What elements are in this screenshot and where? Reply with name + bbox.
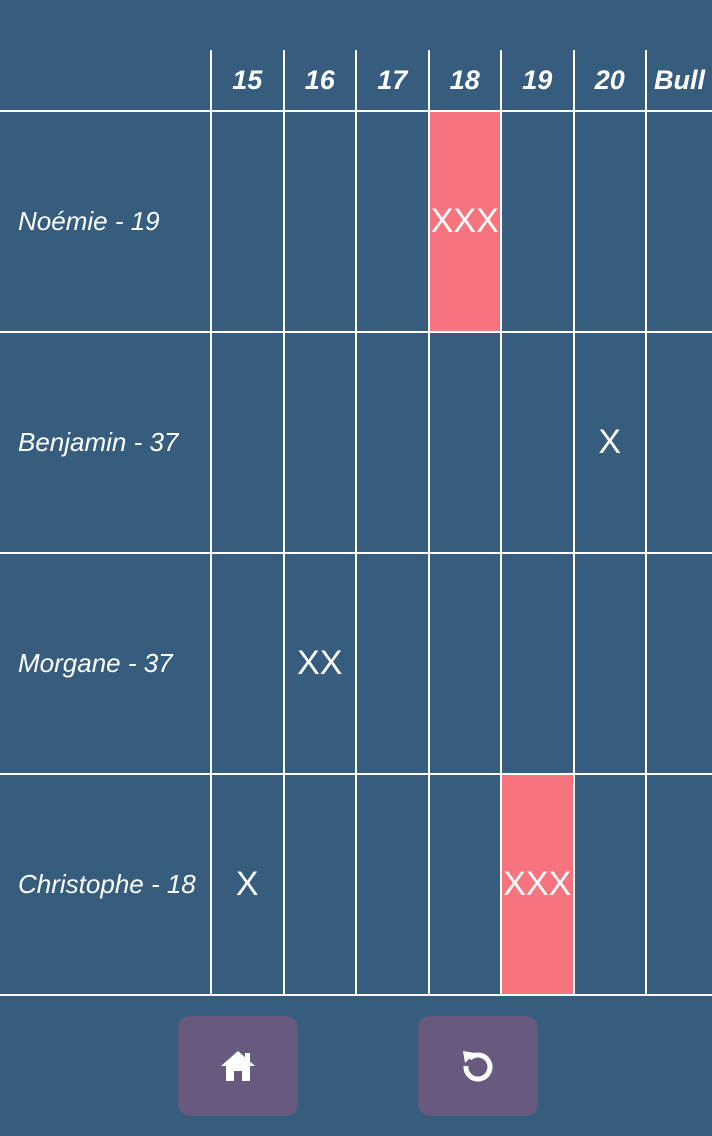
mark-cell[interactable] [355, 332, 429, 554]
home-icon [221, 1051, 255, 1081]
mark-cell[interactable] [355, 111, 429, 333]
mark-cell[interactable] [500, 111, 574, 333]
mark-cell[interactable] [572, 111, 646, 333]
column-header-19: 19 [500, 50, 574, 112]
column-header-15: 15 [210, 50, 284, 112]
footer-toolbar [0, 1016, 712, 1116]
player-name: Benjamin - 37 [0, 332, 211, 554]
mark-cell[interactable] [645, 111, 712, 333]
player-name: Christophe - 18 [0, 774, 211, 996]
player-row: Morgane - 37 XX [0, 553, 712, 775]
player-row: Christophe - 18 X XXX [0, 774, 712, 996]
mark-cell[interactable] [427, 774, 501, 996]
undo-button[interactable] [418, 1016, 538, 1116]
column-header-18: 18 [427, 50, 501, 112]
home-button[interactable] [178, 1016, 298, 1116]
mark-cell[interactable] [427, 332, 501, 554]
mark-cell[interactable]: X [210, 774, 284, 996]
mark-cell[interactable] [355, 553, 429, 775]
mark-cell[interactable] [645, 553, 712, 775]
mark-cell[interactable] [282, 332, 356, 554]
mark-cell[interactable]: XX [282, 553, 356, 775]
column-header-17: 17 [355, 50, 429, 112]
mark-cell[interactable] [500, 332, 574, 554]
mark-cell[interactable]: X [572, 332, 646, 554]
mark-cell[interactable]: XXX [500, 774, 574, 996]
mark-cell[interactable] [355, 774, 429, 996]
undo-icon [463, 1051, 493, 1082]
mark-cell[interactable] [427, 553, 501, 775]
mark-cell[interactable] [572, 774, 646, 996]
mark-cell[interactable] [645, 774, 712, 996]
mark-cell[interactable] [210, 553, 284, 775]
column-header-16: 16 [282, 50, 356, 112]
column-header-bull: Bull [645, 50, 712, 112]
player-name: Morgane - 37 [0, 553, 211, 775]
header-row: 15 16 17 18 19 20 Bull [0, 50, 712, 112]
mark-cell[interactable] [282, 111, 356, 333]
player-row: Benjamin - 37 X [0, 332, 712, 554]
player-name: Noémie - 19 [0, 111, 211, 333]
mark-cell[interactable] [645, 332, 712, 554]
mark-cell[interactable]: XXX [427, 111, 501, 333]
player-row: Noémie - 19 XXX [0, 111, 712, 333]
column-header-20: 20 [572, 50, 646, 112]
mark-cell[interactable] [572, 553, 646, 775]
mark-cell[interactable] [500, 553, 574, 775]
header-corner [0, 50, 211, 112]
mark-cell[interactable] [282, 774, 356, 996]
mark-cell[interactable] [210, 332, 284, 554]
cricket-scoreboard: 15 16 17 18 19 20 Bull Noémie - 19 XXX B… [0, 50, 712, 996]
mark-cell[interactable] [210, 111, 284, 333]
